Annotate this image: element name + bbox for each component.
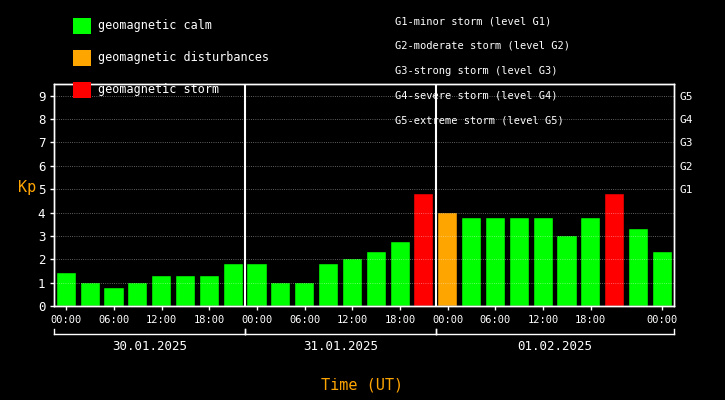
Text: 31.01.2025: 31.01.2025 [303,340,378,352]
Bar [104,288,123,306]
Bar [510,218,529,306]
Text: G1-minor storm (level G1): G1-minor storm (level G1) [395,16,552,26]
Bar [271,283,291,306]
Bar [367,252,386,306]
Bar [295,283,314,306]
Bar [80,283,99,306]
Bar [247,264,267,306]
Text: geomagnetic calm: geomagnetic calm [98,20,212,32]
Bar [176,276,195,306]
Bar [200,276,219,306]
Text: geomagnetic disturbances: geomagnetic disturbances [98,52,269,64]
Text: geomagnetic storm: geomagnetic storm [98,84,219,96]
Text: G2-moderate storm (level G2): G2-moderate storm (level G2) [395,41,570,51]
Bar [319,264,338,306]
Bar [223,264,243,306]
Text: G3-strong storm (level G3): G3-strong storm (level G3) [395,66,558,76]
Text: 30.01.2025: 30.01.2025 [112,340,187,352]
Text: G5-extreme storm (level G5): G5-extreme storm (level G5) [395,115,564,125]
Bar [152,276,171,306]
Bar [391,242,410,306]
Text: 01.02.2025: 01.02.2025 [518,340,592,352]
Bar [534,218,552,306]
Bar [652,252,672,306]
Bar [415,194,434,306]
Bar [605,194,624,306]
Bar [486,218,505,306]
Bar [581,218,600,306]
Text: Time (UT): Time (UT) [321,378,404,393]
Bar [438,212,457,306]
Bar [558,236,576,306]
Text: G4-severe storm (level G4): G4-severe storm (level G4) [395,90,558,100]
Bar [128,283,147,306]
Bar [629,229,648,306]
Bar [57,273,76,306]
Y-axis label: Kp: Kp [17,180,36,195]
Bar [343,259,362,306]
Bar [462,218,481,306]
